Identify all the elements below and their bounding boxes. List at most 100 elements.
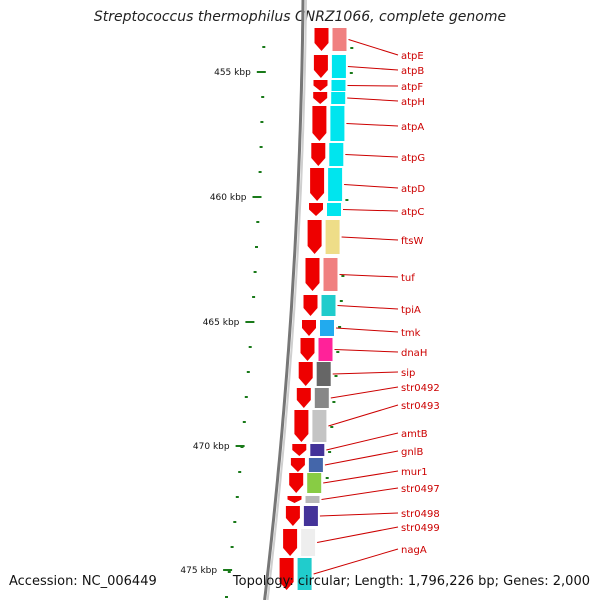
- gene-label-atpG[interactable]: atpG: [401, 153, 425, 164]
- gene-arrows: [279, 28, 329, 590]
- gene-label-atpE[interactable]: atpE: [401, 51, 424, 62]
- minor-tick: [248, 346, 252, 348]
- cog-bar-atpG: [329, 143, 344, 166]
- label-leader-atpE: [348, 39, 399, 56]
- major-tick: [235, 445, 245, 447]
- tick-label-455: 455 kbp: [214, 68, 251, 78]
- strand-tick: [325, 477, 329, 479]
- gene-arrow-atpA: [312, 106, 327, 141]
- minor-tick: [230, 546, 234, 548]
- tick-label-475: 475 kbp: [180, 566, 217, 576]
- minor-tick: [259, 146, 263, 148]
- minor-tick: [252, 296, 256, 298]
- cog-bar-str0492: [314, 388, 329, 408]
- gene-arrow-str0499: [283, 529, 298, 556]
- gene-arrow-nagA: [279, 558, 294, 590]
- gene-arrow-tuf: [305, 258, 320, 291]
- label-leader-tpiA: [337, 305, 399, 310]
- label-leader-ftsW: [341, 236, 399, 241]
- cog-bar-tmk: [320, 320, 334, 336]
- gene-label-atpC[interactable]: atpC: [401, 207, 424, 218]
- gene-label-atpD[interactable]: atpD: [401, 184, 425, 195]
- gene-label-str0493[interactable]: str0493: [401, 401, 440, 412]
- accession-text: Accession: NC_006449: [9, 574, 157, 589]
- gene-arrow-atpD: [310, 168, 325, 201]
- label-leader-atpH: [347, 97, 399, 102]
- genome-backbone: [263, 0, 307, 600]
- strand-tick: [345, 199, 349, 201]
- gene-arrow-gnlB: [290, 458, 305, 472]
- gene-label-str0497[interactable]: str0497: [401, 484, 440, 495]
- minor-tick: [238, 471, 242, 473]
- backbone-line-inner: [266, 0, 307, 600]
- gene-arrow-ftsW: [307, 220, 322, 254]
- strand-tick: [339, 300, 343, 302]
- gene-label-tpiA[interactable]: tpiA: [401, 305, 421, 316]
- minor-tick: [227, 571, 231, 573]
- gene-label-dnaH[interactable]: dnaH: [401, 348, 427, 359]
- genome-title: Streptococcus thermophilus CNRZ1066, com…: [93, 9, 507, 25]
- gene-label-tuf[interactable]: tuf: [401, 273, 415, 284]
- label-leader-gnlB: [324, 450, 399, 466]
- minor-tick: [262, 46, 266, 48]
- major-tick: [252, 196, 262, 198]
- cog-color-bars: [297, 28, 347, 590]
- label-leader-nagA: [313, 548, 399, 575]
- minor-tick: [233, 521, 237, 523]
- gene-label-tmk[interactable]: tmk: [401, 328, 421, 339]
- label-leader-mur1: [323, 470, 399, 484]
- gene-label-atpB[interactable]: atpB: [401, 66, 424, 77]
- cog-bar-sip: [316, 362, 331, 386]
- minor-tick: [244, 396, 248, 398]
- gene-label-str0498[interactable]: str0498: [401, 509, 440, 520]
- gene-label-nagA[interactable]: nagA: [401, 545, 427, 556]
- minor-tick: [235, 496, 239, 498]
- strand-tick: [350, 47, 354, 49]
- minor-tick: [261, 96, 265, 98]
- label-leader-amtB: [326, 432, 399, 451]
- minor-tick: [246, 371, 250, 373]
- gene-arrow-mur1: [289, 473, 304, 493]
- strand-tick: [332, 401, 336, 403]
- tick-label-465: 465 kbp: [203, 318, 240, 328]
- gene-label-amtB[interactable]: amtB: [401, 429, 428, 440]
- cog-bar-atpB: [331, 55, 346, 78]
- gene-arrow-atpC: [309, 203, 323, 216]
- gene-arrow-tmk: [302, 320, 316, 336]
- label-leader-str0492: [330, 386, 399, 399]
- gene-arrow-sip: [298, 362, 313, 386]
- cog-bar-atpA: [330, 106, 345, 141]
- gene-arrow-str0498: [285, 506, 300, 526]
- gene-label-atpA[interactable]: atpA: [401, 122, 424, 133]
- cog-bar-amtB: [310, 444, 325, 456]
- cog-bar-dnaH: [318, 338, 333, 361]
- strand-tick: [328, 451, 332, 453]
- gene-label-mur1[interactable]: mur1: [401, 467, 428, 478]
- cog-bar-gnlB: [308, 458, 323, 472]
- major-tick: [256, 71, 266, 73]
- gene-arrow-atpG: [311, 143, 326, 166]
- gene-label-gnlB[interactable]: gnlB: [401, 447, 423, 458]
- gene-label-atpH[interactable]: atpH: [401, 97, 425, 108]
- gene-label-ftsW[interactable]: ftsW: [401, 236, 423, 247]
- label-leader-atpC: [342, 209, 399, 212]
- major-tick: [245, 321, 255, 323]
- gene-label-atpF[interactable]: atpF: [401, 82, 423, 93]
- label-leader-tmk: [335, 327, 399, 333]
- gene-label-sip[interactable]: sip: [401, 368, 415, 379]
- strand-tick: [330, 426, 334, 428]
- backbone-line-outer: [263, 0, 305, 600]
- cog-bar-atpF: [331, 80, 346, 91]
- cog-bar-tpiA: [321, 295, 336, 316]
- minor-tick: [225, 596, 228, 598]
- cog-bar-tuf: [323, 258, 338, 291]
- gene-arrow-str0493: [294, 410, 309, 442]
- cog-bar-atpC: [327, 203, 341, 216]
- gene-label-str0499[interactable]: str0499: [401, 523, 440, 534]
- minor-tick: [256, 221, 260, 223]
- label-leader-atpD: [344, 184, 399, 189]
- gene-label-str0492[interactable]: str0492: [401, 383, 440, 394]
- label-leader-dnaH: [334, 349, 399, 353]
- label-leader-tuf: [339, 274, 399, 278]
